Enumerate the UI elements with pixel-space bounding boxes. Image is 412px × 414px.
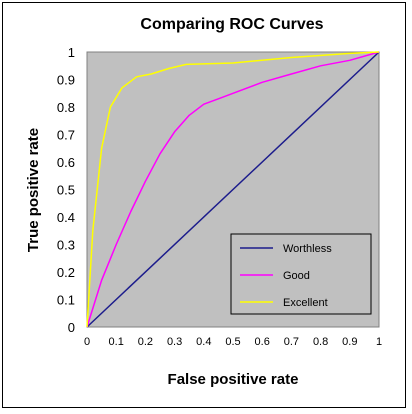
x-tick-label: 0	[84, 336, 90, 348]
y-tick-labels: 0 0.1 0.2 0.3 0.4 0.5 0.6 0.7 0.8 0.9 1	[57, 45, 75, 335]
y-tick-label: 0.2	[57, 265, 75, 280]
legend: Worthless Good Excellent	[230, 233, 372, 315]
x-tick-label: 0.9	[342, 336, 357, 348]
y-tick-label: 0.4	[57, 210, 75, 225]
x-tick-label: 0.4	[196, 336, 211, 348]
y-axis-title: True positive rate	[25, 128, 42, 252]
series-line-good	[86, 51, 380, 328]
x-tick-label: 0.1	[109, 336, 124, 348]
series-line-excellent	[86, 51, 380, 328]
y-tick-label: 0.7	[57, 128, 75, 143]
y-tick-label: 0.3	[57, 238, 75, 253]
y-tick-label: 0.5	[57, 183, 75, 198]
x-tick-label: 1	[376, 336, 382, 348]
y-tick-label: 0.1	[57, 293, 75, 308]
legend-label-excellent: Excellent	[283, 297, 328, 309]
x-tick-label: 0.2	[138, 336, 153, 348]
series-lines	[86, 51, 380, 328]
chart-title: Comparing ROC Curves	[140, 16, 323, 33]
x-tick-label: 0.6	[255, 336, 270, 348]
legend-label-worthless: Worthless	[283, 243, 332, 255]
x-axis-title: False positive rate	[168, 371, 299, 388]
x-tick-labels: 0 0.1 0.2 0.3 0.4 0.5 0.6 0.7 0.8 0.9 1	[84, 336, 382, 348]
y-tick-label: 0.8	[57, 100, 75, 115]
x-tick-label: 0.8	[313, 336, 328, 348]
y-tick-label: 0.6	[57, 155, 75, 170]
legend-label-good: Good	[283, 270, 310, 282]
y-tick-label: 0	[68, 320, 75, 335]
y-tick-label: 1	[68, 45, 75, 60]
y-tick-label: 0.9	[57, 73, 75, 88]
x-tick-label: 0.3	[167, 336, 182, 348]
x-tick-label: 0.7	[284, 336, 299, 348]
x-tick-label: 0.5	[225, 336, 240, 348]
series-line-worthless	[86, 51, 380, 328]
